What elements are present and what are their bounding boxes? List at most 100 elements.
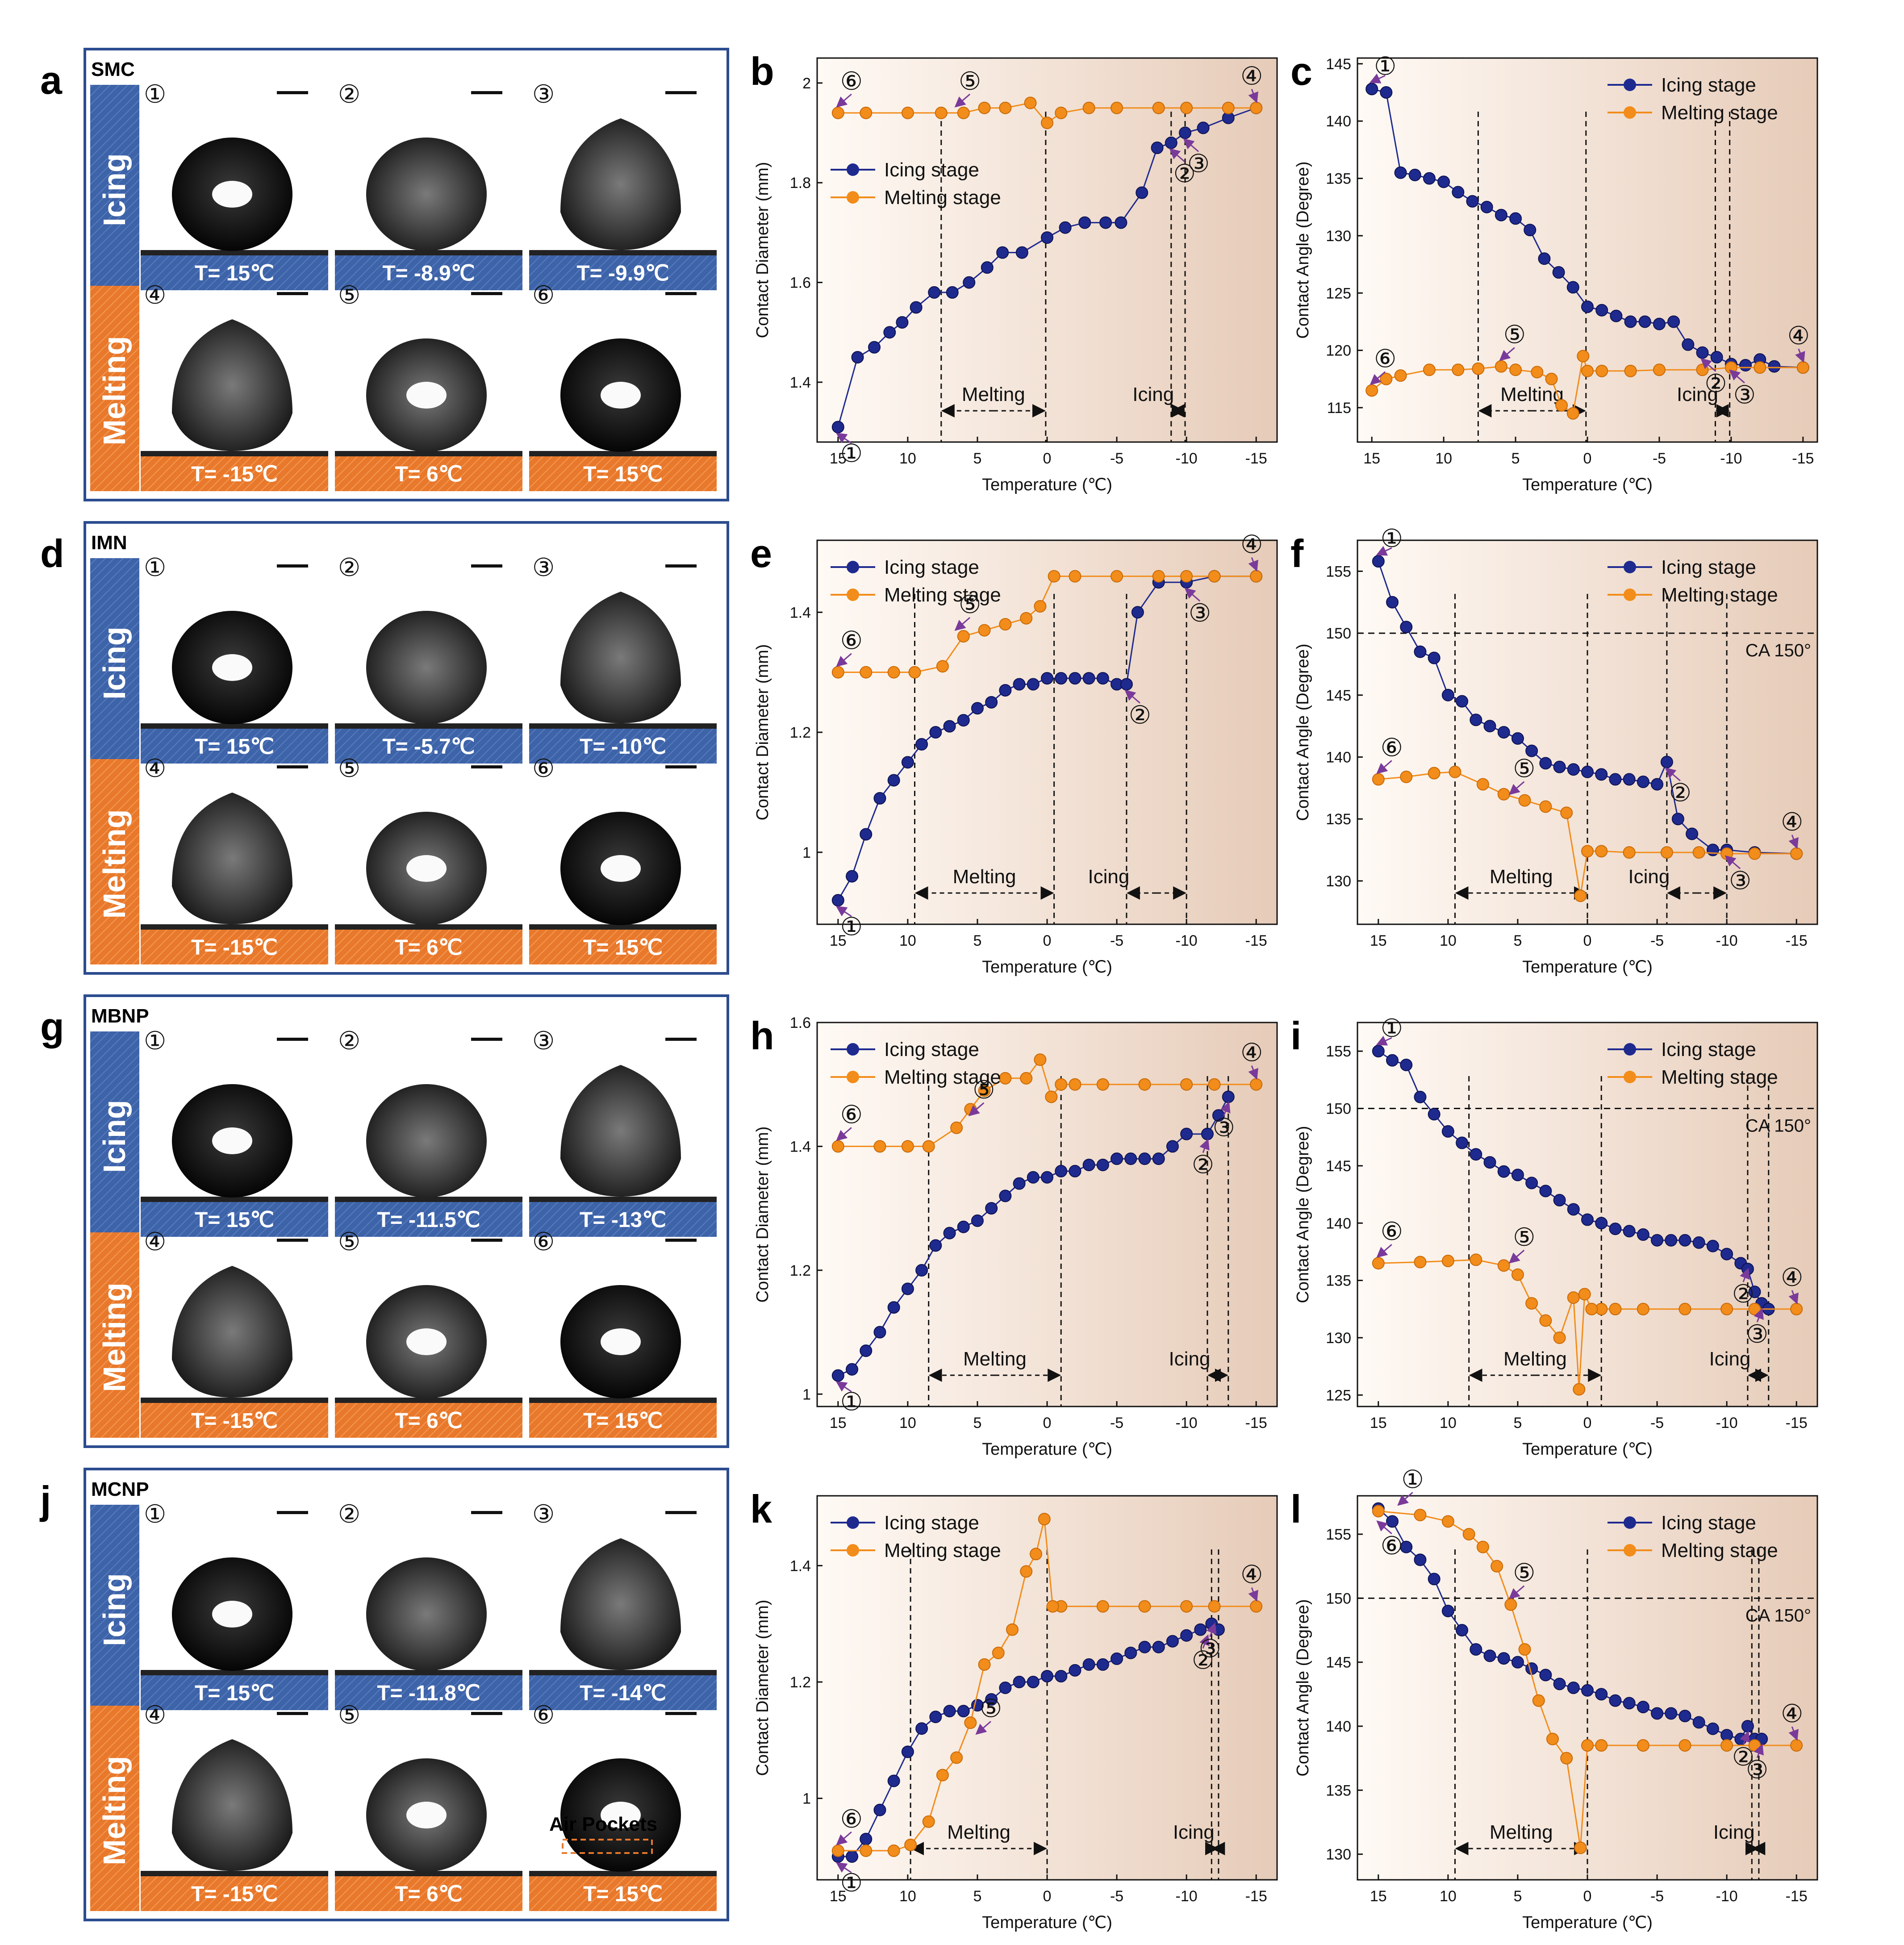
ice-droplet-shape — [172, 1739, 292, 1871]
sample-name: IMN — [91, 532, 127, 554]
plot-area — [816, 539, 1278, 925]
x-tick-label: 10 — [1440, 1888, 1457, 1905]
data-point — [1538, 252, 1551, 265]
data-point — [1553, 1678, 1566, 1690]
data-point — [1428, 767, 1441, 780]
data-point — [1400, 1058, 1413, 1071]
data-point — [1566, 281, 1579, 294]
data-point — [1525, 1297, 1538, 1310]
data-point — [957, 1705, 970, 1718]
droplet-image: ③ T= -14℃ — [529, 1500, 717, 1710]
step-label: ⑤ — [959, 67, 981, 96]
data-point — [1518, 1643, 1531, 1656]
step-pointer — [1729, 369, 1745, 384]
scale-bar — [471, 1511, 502, 1514]
data-point — [1585, 1302, 1598, 1315]
data-point — [1610, 309, 1623, 322]
data-point — [846, 870, 859, 883]
melting-region-label: Melting — [947, 1821, 1010, 1843]
x-tick-label: 5 — [973, 1888, 981, 1905]
temperature-band — [335, 456, 522, 491]
y-tick-label: 135 — [1326, 811, 1351, 828]
data-point — [1511, 1169, 1524, 1181]
data-point — [1096, 672, 1109, 685]
data-point — [860, 1832, 873, 1845]
substrate — [335, 250, 522, 255]
data-point — [957, 1220, 970, 1233]
data-point — [1414, 645, 1427, 658]
data-point — [1470, 1643, 1482, 1656]
ca-150-label: CA 150° — [1745, 641, 1811, 660]
data-point — [1069, 1164, 1081, 1177]
scale-bar — [277, 1712, 308, 1715]
icing-region-label: Icing — [1677, 384, 1718, 405]
data-point — [999, 618, 1012, 631]
sample-name: MBNP — [91, 1005, 149, 1027]
legend-marker — [847, 191, 859, 204]
step-number: ① — [144, 553, 166, 582]
x-tick-label: 0 — [1043, 932, 1052, 949]
step-pointer — [1169, 148, 1185, 163]
data-point — [1136, 186, 1148, 199]
data-point — [1696, 346, 1709, 359]
step-pointer — [954, 617, 971, 631]
step-label: ① — [840, 912, 863, 941]
y-tick-label: 155 — [1326, 1526, 1351, 1543]
x-tick-label: -10 — [1716, 1888, 1738, 1905]
data-point — [978, 101, 991, 114]
data-point — [1456, 1136, 1469, 1149]
data-point — [1222, 101, 1235, 114]
data-point — [1483, 1649, 1496, 1662]
data-point — [1096, 1658, 1109, 1671]
step-label: ③ — [1198, 1635, 1221, 1664]
data-point — [1024, 96, 1037, 109]
substrate — [529, 1197, 717, 1202]
step-label: ② — [1192, 1646, 1214, 1675]
substrate — [141, 1871, 328, 1876]
temperature-band — [529, 1675, 717, 1710]
data-point — [831, 1140, 844, 1153]
air-pockets-box — [562, 1839, 653, 1854]
legend-label: Melting stage — [884, 584, 1001, 606]
data-point — [1386, 1054, 1399, 1067]
plot-area — [816, 1022, 1278, 1407]
y-tick-label: 145 — [1326, 1654, 1351, 1671]
x-axis-title: Temperature (℃) — [1522, 1440, 1653, 1459]
step-label: ④ — [1240, 1039, 1263, 1068]
data-point — [1111, 101, 1123, 114]
data-point — [1456, 1624, 1469, 1636]
temperature-band — [529, 255, 717, 290]
droplet-image: ④ T= -15℃ — [141, 1701, 328, 1911]
droplet-highlight — [212, 654, 252, 681]
scale-bar — [277, 292, 308, 295]
x-tick-label: 5 — [1513, 932, 1522, 949]
step-pointer — [835, 1381, 852, 1392]
data-point — [1566, 407, 1579, 420]
data-point — [1069, 672, 1081, 685]
step-number: ④ — [144, 1701, 166, 1730]
data-point — [860, 1344, 873, 1357]
data-point — [1637, 1302, 1649, 1315]
legend-label: Melting stage — [1661, 102, 1778, 124]
data-point — [1671, 813, 1684, 826]
data-point — [1013, 1177, 1026, 1190]
data-point — [1082, 672, 1095, 685]
data-point — [1400, 1540, 1413, 1553]
ice-droplet-shape — [172, 793, 292, 924]
data-point — [1651, 1234, 1664, 1247]
icing-stage-label: Icing — [97, 626, 132, 699]
data-point — [1476, 778, 1489, 791]
step-label: ⑥ — [840, 67, 863, 96]
data-point — [922, 1815, 935, 1828]
y-tick-label: 125 — [1326, 285, 1351, 302]
data-point — [1041, 1670, 1053, 1682]
x-tick-label: 0 — [1583, 1415, 1592, 1432]
data-point — [1138, 1640, 1151, 1653]
data-point — [929, 1711, 942, 1724]
step-number: ③ — [532, 1500, 555, 1529]
x-tick-label: 15 — [1370, 1888, 1387, 1905]
data-point — [1480, 200, 1493, 213]
data-point — [1720, 1302, 1733, 1315]
data-point — [1441, 1515, 1454, 1528]
data-point — [901, 756, 914, 769]
